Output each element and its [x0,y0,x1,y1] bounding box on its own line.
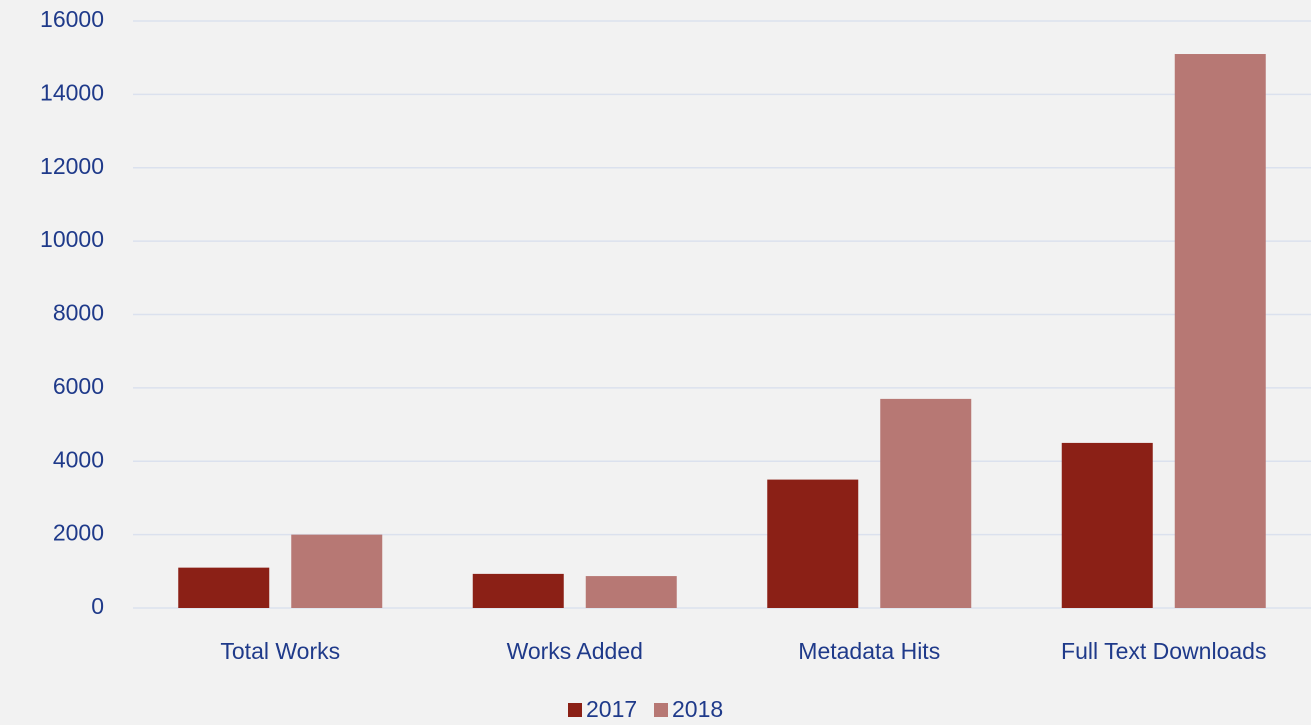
x-tick-label: Full Text Downloads [1061,638,1266,664]
legend-label: 2017 [586,696,637,722]
x-tick-label: Works Added [507,638,643,664]
bar [767,479,859,608]
y-tick-label: 2000 [53,520,104,546]
y-tick-label: 0 [91,593,104,619]
y-tick-label: 4000 [53,446,104,472]
legend-swatch [654,703,668,717]
bar [585,576,677,608]
y-tick-label: 14000 [40,79,104,105]
x-tick-label: Metadata Hits [798,638,940,664]
bar [880,398,972,608]
bar [472,573,564,608]
y-tick-label: 8000 [53,300,104,326]
legend-swatch [568,703,582,717]
bar [291,534,383,608]
y-tick-label: 16000 [40,6,104,32]
y-tick-label: 6000 [53,373,104,399]
bar [178,567,270,608]
x-tick-label: Total Works [220,638,340,664]
y-tick-label: 12000 [40,153,104,179]
legend-label: 2018 [672,696,723,722]
bar [1061,442,1153,608]
y-tick-label: 10000 [40,226,104,252]
bar [1174,54,1266,609]
